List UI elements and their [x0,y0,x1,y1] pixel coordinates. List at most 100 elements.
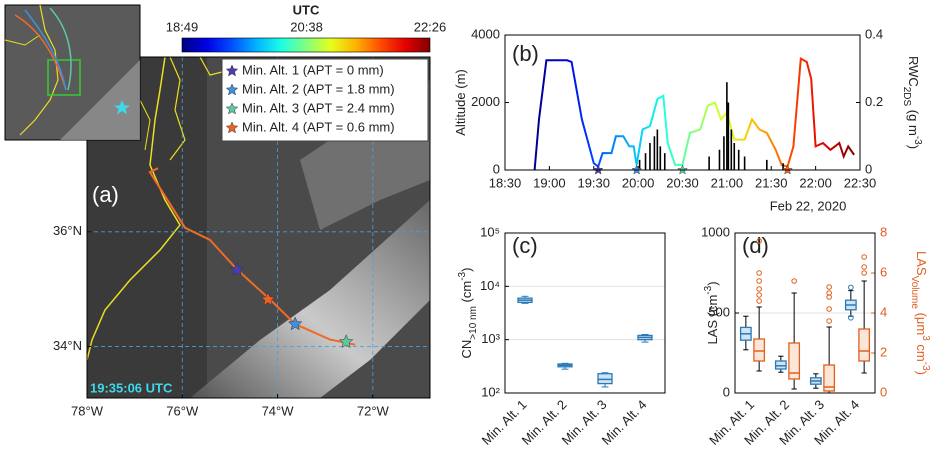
colorbar-tick-label: 22:26 [414,19,447,34]
timestamp: 19:35:06 UTC [90,380,173,395]
x-tick-label: 18:30 [489,175,522,190]
outlier [756,270,762,276]
y-tick-label: 10⁴ [480,278,500,293]
outlier [756,286,762,292]
outlier [848,315,854,321]
y2-tick-label: 4 [880,304,887,319]
min-alt-star [229,261,245,276]
label-part: CN [459,340,474,359]
box [753,338,766,362]
x-axis-label: Feb 22, 2020 [770,198,847,213]
y2-tick-label: 0 [865,161,872,176]
label-part: -3 [912,136,923,145]
colorbar-tick-label: 18:49 [166,19,199,34]
y-axis-label: LAS (cm-3) [703,281,720,344]
label-part: LAS [914,251,929,276]
label-part: -3 [703,285,714,294]
x-tick-label: 76°W [166,403,199,418]
legend-marker [225,64,239,77]
x-tick-label: 74°W [262,403,295,418]
x-tick-label: 19:00 [533,175,566,190]
legend-marker [225,83,239,96]
label-part: 2DS [901,87,912,107]
outlier [756,292,762,298]
y-axis-label: Altitude (m) [453,69,468,135]
box [858,328,871,362]
outlier [848,284,854,291]
x-tick-label: 19:30 [577,175,610,190]
y2-tick-label: 0 [880,384,887,399]
x-tick-label: 21:30 [755,175,788,190]
min-alt-star [260,291,276,306]
box [823,364,836,392]
plot-frame [504,232,666,394]
label-part: RWC [906,56,921,87]
y-tick-label: 10³ [481,331,500,346]
colorbar-title: UTC [293,2,320,17]
outlier [826,306,832,312]
min-alt-star [338,334,354,349]
label-part: ) [906,145,921,149]
label-part: ) [459,268,474,272]
y-tick-label: 4000 [471,26,500,41]
y2-tick-label: 0.4 [865,26,883,41]
outlier [756,278,762,284]
label-part: -3 [457,271,468,280]
label-part: LAS (cm [705,295,720,345]
altitude-line [533,56,855,171]
label-part: 3 [920,335,931,341]
panel-label: (b) [512,41,539,66]
map-frame [86,56,431,399]
legend-label: Min. Alt. 1 (APT = 0 mm) [242,62,384,77]
x-tick-label: 21:00 [711,175,744,190]
label-part: ) [914,371,929,375]
y-tick-label: 34°N [53,338,82,353]
y-tick-label: 36°N [53,223,82,238]
label-part: ) [705,281,720,285]
y2-tick-label: 6 [880,264,887,279]
panel-label: (d) [742,233,769,258]
label-part: cm [914,341,929,362]
colorbar [181,37,431,53]
outlier [826,284,832,290]
y-tick-label: 0 [493,161,500,176]
outlier [756,238,762,244]
y2-tick-label: 0.2 [865,94,883,109]
x-tick-label: 72°W [357,403,390,418]
outlier [861,254,867,260]
outlier [756,298,762,304]
label-part: Altitude (m) [453,69,468,135]
outlier [861,264,867,270]
x-tick-label: 22:00 [799,175,832,190]
y-tick-label: 2000 [471,94,500,109]
label-part: Volume [909,276,920,310]
plot-frame [504,34,861,171]
label-part: (cm [459,281,474,306]
panel-label: (a) [92,182,119,207]
outlier [826,290,832,296]
y2-tick-label: 2 [880,344,887,359]
x-tick-label: 78°W [71,403,104,418]
x-tick-label: 20:00 [622,175,655,190]
y-tick-label: 0 [723,384,730,399]
outlier [861,270,867,276]
x-tick-label: 20:30 [666,175,699,190]
y-axis-label: CN>10 nm (cm-3) [457,268,479,359]
outlier [826,294,832,300]
label-part: (μm [914,309,929,335]
outlier [826,318,832,324]
legend-label: Min. Alt. 4 (APT = 0.6 mm) [242,119,395,134]
colorbar-tick-label: 20:38 [290,19,323,34]
y-tick-label: 10² [481,384,500,399]
label-part: (g m [906,106,921,136]
legend-box [221,58,429,142]
y2-axis-label: LASVolume (μm3 cm-3) [909,251,931,375]
y-tick-label: 500 [708,304,730,319]
outlier [791,278,797,284]
x-tick-label: 22:30 [844,175,877,190]
box [774,360,787,370]
label-part: >10 nm [468,306,479,340]
legend-marker [225,102,239,115]
legend-label: Min. Alt. 2 (APT = 1.8 mm) [242,81,395,96]
